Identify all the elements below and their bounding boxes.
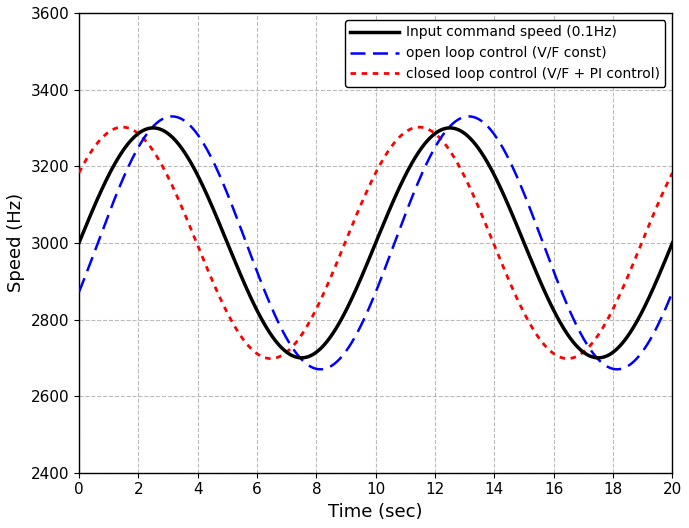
closed loop control (V/F + PI control) — [415, 124, 423, 130]
Input command speed (0.1Hz) — [105, 171, 114, 177]
Input command speed (0.1Hz) — [542, 293, 551, 299]
open loop control (V/F const) — [464, 113, 473, 119]
closed loop control (V/F + PI control) — [652, 206, 660, 212]
closed loop control (V/F + PI control) — [105, 128, 114, 135]
closed loop control (V/F + PI control) — [668, 169, 677, 176]
Line: Input command speed (0.1Hz): Input command speed (0.1Hz) — [79, 128, 672, 358]
Input command speed (0.1Hz) — [75, 240, 83, 246]
closed loop control (V/F + PI control) — [364, 186, 372, 192]
closed loop control (V/F + PI control) — [543, 344, 551, 351]
open loop control (V/F const) — [348, 339, 356, 345]
Line: open loop control (V/F const): open loop control (V/F const) — [79, 116, 672, 369]
X-axis label: Time (sec): Time (sec) — [329, 503, 423, 521]
closed loop control (V/F + PI control) — [651, 206, 659, 213]
Y-axis label: Speed (Hz): Speed (Hz) — [7, 193, 25, 293]
Input command speed (0.1Hz) — [651, 280, 659, 286]
open loop control (V/F const) — [613, 366, 621, 372]
open loop control (V/F const) — [652, 326, 660, 333]
closed loop control (V/F + PI control) — [348, 222, 356, 229]
Line: closed loop control (V/F + PI control): closed loop control (V/F + PI control) — [79, 127, 672, 359]
open loop control (V/F const) — [651, 327, 659, 333]
open loop control (V/F const) — [668, 289, 677, 295]
Input command speed (0.1Hz) — [348, 295, 356, 301]
Input command speed (0.1Hz) — [668, 240, 677, 246]
Input command speed (0.1Hz) — [652, 279, 660, 286]
closed loop control (V/F + PI control) — [267, 355, 275, 362]
open loop control (V/F const) — [363, 308, 371, 315]
Input command speed (0.1Hz) — [594, 355, 602, 361]
closed loop control (V/F + PI control) — [75, 169, 83, 176]
Input command speed (0.1Hz) — [364, 259, 372, 265]
open loop control (V/F const) — [105, 210, 114, 216]
open loop control (V/F const) — [75, 289, 83, 295]
Input command speed (0.1Hz) — [149, 125, 157, 131]
Legend: Input command speed (0.1Hz), open loop control (V/F const), closed loop control : Input command speed (0.1Hz), open loop c… — [344, 20, 666, 87]
open loop control (V/F const) — [542, 249, 551, 256]
